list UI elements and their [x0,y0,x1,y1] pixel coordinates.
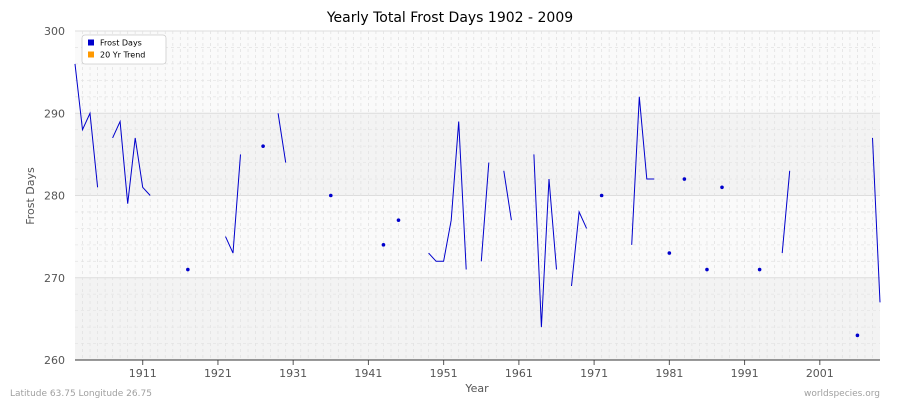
y-axis-label: Frost Days [24,167,37,225]
x-tick-label: 1921 [204,367,232,380]
series-line [74,63,99,188]
x-tick-label: 1961 [505,367,533,380]
x-tick-label: 1971 [580,367,608,380]
series-line [781,170,791,254]
x-axis-label: Year [464,382,489,395]
data-point [186,267,190,272]
series-line [112,119,151,204]
data-point [261,144,265,148]
series-line [631,96,655,245]
legend-label: 20 Yr Trend [100,51,145,60]
data-point [599,193,604,198]
y-tick-label: 290 [44,107,65,120]
y-tick-label: 300 [44,25,65,38]
legend-swatch [88,51,94,58]
data-point [381,243,386,247]
legend-box [81,34,167,65]
chart-title: Yearly Total Frost Days 1902 - 2009 [326,10,573,26]
legend: Frost Days 20 Yr Trend [81,34,167,65]
data-point [396,218,401,222]
plot-band [75,113,880,196]
series-line [571,210,588,287]
legend-label: Frost Days [100,39,142,48]
x-tick-label: 1951 [430,367,458,380]
y-tick-label: 270 [44,272,65,285]
series-line [277,113,287,163]
y-tick-label: 260 [44,354,65,367]
x-tick-label: 1941 [354,367,382,380]
y-tick-label: 280 [44,190,65,203]
x-tick-label: 1981 [655,367,683,380]
plot-band [75,31,880,114]
legend-swatch [88,39,94,46]
series-line [480,162,490,262]
data-point [667,251,672,255]
series-line [225,154,241,254]
x-tick-label: 1991 [731,367,759,380]
data-point [757,267,762,272]
series-line [503,170,512,221]
footer-source: worldspecies.org [804,389,880,399]
plot-area: 260 270 280 290 300 1911 1921 1931 1941 1951 1961 1… [44,25,881,380]
data-point [705,267,709,272]
x-tick-label: 1911 [129,367,157,380]
data-point [682,177,687,181]
data-point [328,193,333,198]
series-line [533,154,557,328]
x-tick-label: 1931 [279,367,307,380]
data-point [720,185,724,190]
footer-coordinates: Latitude 63.75 Longitude 26.75 [10,389,152,399]
plot-band [75,277,880,360]
series-line [428,121,467,270]
data-point [855,333,860,338]
x-tick-label: 2001 [806,367,834,380]
plot-band [75,195,880,278]
series-line [872,137,881,303]
